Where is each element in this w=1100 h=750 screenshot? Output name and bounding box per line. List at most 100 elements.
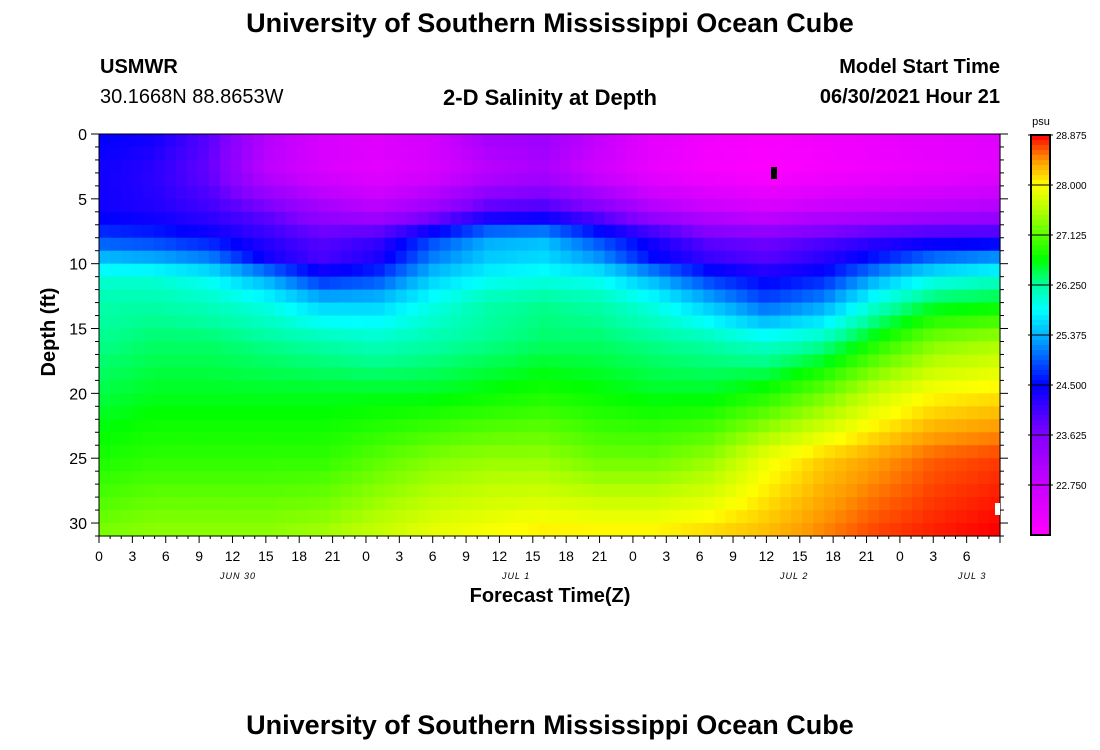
heatmap-cell — [626, 419, 638, 433]
heatmap-cell — [978, 185, 990, 200]
heatmap-cell — [461, 315, 474, 330]
heatmap-cell — [901, 172, 913, 187]
heatmap-cell — [615, 497, 628, 511]
heatmap-cell — [791, 315, 803, 330]
heatmap-cell — [428, 458, 441, 472]
heatmap-cell — [582, 406, 595, 420]
heatmap-cell — [637, 367, 649, 381]
heatmap-cell — [659, 380, 671, 394]
heatmap-cell — [725, 380, 737, 394]
heatmap-cell — [527, 419, 540, 433]
heatmap-cell — [802, 250, 814, 265]
heatmap-cell — [747, 380, 759, 394]
heatmap-cell — [626, 198, 638, 213]
heatmap-cell — [197, 497, 210, 511]
heatmap-cell — [802, 315, 814, 330]
heatmap-cell — [142, 341, 155, 356]
heatmap-cell — [659, 341, 671, 356]
heatmap-cell — [780, 510, 792, 524]
heatmap-cell — [560, 471, 573, 485]
heatmap-cell — [791, 224, 803, 239]
heatmap-cell — [879, 250, 891, 265]
heatmap-cell — [714, 510, 726, 524]
heatmap-cell — [835, 445, 847, 459]
heatmap-cell — [890, 380, 902, 394]
heatmap-cell — [439, 510, 452, 524]
heatmap-cell — [560, 393, 573, 407]
heatmap-cell — [329, 328, 342, 343]
heatmap-cell — [351, 380, 364, 394]
heatmap-cell — [285, 211, 298, 226]
heatmap-cell — [450, 341, 463, 356]
heatmap-cell — [802, 367, 814, 381]
heatmap-cell — [582, 523, 595, 537]
heatmap-cell — [747, 497, 759, 511]
heatmap-cell — [846, 263, 858, 278]
heatmap-cell — [967, 211, 979, 226]
heatmap-cell — [670, 289, 682, 304]
heatmap-cell — [802, 380, 814, 394]
heatmap-cell — [813, 276, 825, 291]
heatmap-cell — [582, 237, 595, 252]
heatmap-cell — [450, 510, 463, 524]
heatmap-cell — [835, 315, 847, 330]
heatmap-cell — [923, 484, 935, 498]
heatmap-cell — [274, 328, 287, 343]
heatmap-cell — [439, 341, 452, 356]
heatmap-cell — [505, 276, 518, 291]
heatmap-cell — [395, 523, 408, 537]
heatmap-cell — [549, 419, 562, 433]
heatmap-cell — [417, 445, 430, 459]
heatmap-cell — [417, 354, 430, 369]
heatmap-cell — [318, 198, 331, 213]
heatmap-cell — [747, 328, 759, 343]
heatmap-cell — [219, 354, 232, 369]
colorbar-segment — [1031, 250, 1050, 256]
heatmap-cell — [901, 185, 913, 200]
heatmap-cell — [538, 250, 551, 265]
heatmap-cell — [99, 471, 111, 485]
heatmap-cell — [934, 419, 946, 433]
heatmap-cell — [417, 211, 430, 226]
heatmap-cell — [263, 471, 276, 485]
colorbar: psu 22.75023.62524.50025.37526.25027.125… — [1028, 116, 1087, 536]
heatmap-cell — [813, 159, 825, 174]
heatmap-cell — [373, 198, 386, 213]
heatmap-cell — [923, 523, 935, 537]
heatmap-cell — [461, 302, 474, 317]
heatmap-cell — [747, 471, 759, 485]
heatmap-cell — [428, 367, 441, 381]
heatmap-cell — [615, 134, 628, 148]
heatmap-cell — [769, 380, 781, 394]
heatmap-cell — [780, 237, 792, 252]
heatmap-cell — [824, 445, 836, 459]
heatmap-cell — [219, 289, 232, 304]
heatmap-cell — [626, 172, 638, 187]
heatmap-cell — [901, 211, 913, 226]
heatmap-cell — [725, 406, 737, 420]
heatmap-cell — [230, 432, 243, 446]
heatmap-cell — [538, 211, 551, 226]
heatmap-cell — [549, 328, 562, 343]
heatmap-cell — [296, 432, 309, 446]
heatmap-cell — [923, 237, 935, 252]
heatmap-cell — [791, 406, 803, 420]
colorbar-segment — [1031, 340, 1050, 346]
heatmap-cell — [142, 445, 155, 459]
heatmap-cell — [857, 419, 869, 433]
heatmap-cell — [857, 237, 869, 252]
heatmap-cell — [967, 497, 979, 511]
colorbar-segment — [1031, 265, 1050, 271]
colorbar-segment — [1031, 190, 1050, 196]
heatmap-cell — [516, 419, 529, 433]
heatmap-cell — [285, 484, 298, 498]
heatmap-cell — [450, 302, 463, 317]
heatmap-cell — [956, 432, 968, 446]
heatmap-cell — [340, 198, 353, 213]
heatmap-cell — [560, 341, 573, 356]
heatmap-cell — [296, 523, 309, 537]
heatmap-cell — [494, 497, 507, 511]
heatmap-cell — [967, 315, 979, 330]
heatmap-cell — [956, 523, 968, 537]
heatmap-cell — [329, 237, 342, 252]
